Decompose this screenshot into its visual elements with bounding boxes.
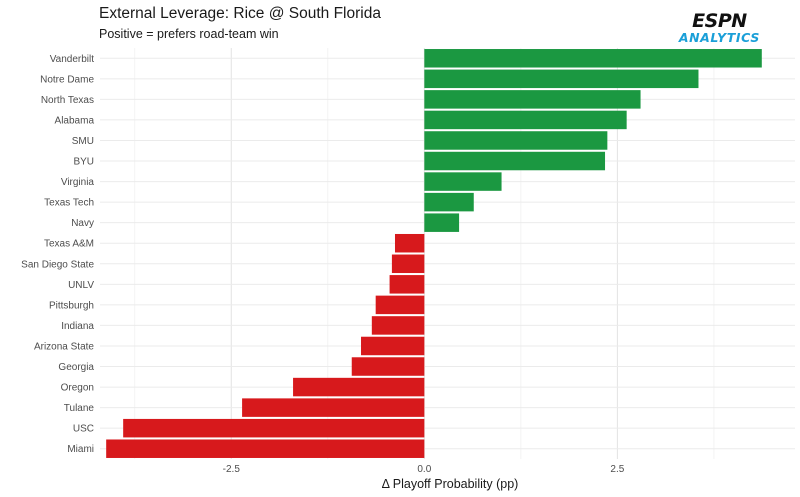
bar-north-texas bbox=[424, 90, 641, 109]
bar-san-diego-state bbox=[391, 254, 425, 274]
chart-subtitle: Positive = prefers road-team win bbox=[99, 27, 279, 41]
y-tick-label: Virginia bbox=[61, 177, 95, 188]
x-tick-label: 2.5 bbox=[610, 464, 624, 475]
y-tick-label: Pittsburgh bbox=[49, 300, 94, 311]
x-tick-label: 0.0 bbox=[417, 464, 431, 475]
logo-brand: ESPN bbox=[692, 10, 747, 32]
y-tick-label: Tulane bbox=[64, 403, 95, 414]
y-tick-label: Georgia bbox=[58, 362, 94, 373]
bar-arizona-state bbox=[361, 336, 425, 356]
x-tick-label: -2.5 bbox=[223, 464, 241, 475]
bar-byu bbox=[424, 151, 606, 171]
y-tick-label: Arizona State bbox=[34, 341, 94, 352]
bar-vanderbilt bbox=[424, 49, 762, 68]
bar-miami bbox=[106, 439, 425, 458]
chart-title: External Leverage: Rice @ South Florida bbox=[99, 5, 381, 22]
bar-usc bbox=[123, 418, 425, 438]
bar-texas-tech bbox=[424, 192, 474, 212]
bar-smu bbox=[424, 131, 608, 150]
x-axis-label: Δ Playoff Probability (pp) bbox=[381, 477, 519, 491]
y-tick-label: Miami bbox=[67, 444, 94, 455]
bar-tulane bbox=[242, 398, 425, 417]
y-tick-label: Indiana bbox=[61, 321, 94, 332]
bar-alabama bbox=[424, 110, 627, 130]
y-tick-label: UNLV bbox=[68, 280, 94, 291]
y-tick-label: Texas Tech bbox=[44, 198, 94, 209]
bar-notre-dame bbox=[424, 69, 699, 89]
y-tick-label: Navy bbox=[71, 218, 94, 229]
bar-texas-a-m bbox=[394, 233, 425, 253]
bar-pittsburgh bbox=[375, 295, 425, 315]
bar-georgia bbox=[351, 357, 425, 376]
y-tick-label: Vanderbilt bbox=[50, 54, 95, 65]
y-tick-label: San Diego State bbox=[21, 259, 94, 270]
y-tick-label: Notre Dame bbox=[40, 74, 94, 85]
bar-indiana bbox=[371, 316, 425, 335]
bar-unlv bbox=[389, 275, 425, 294]
y-tick-label: BYU bbox=[73, 157, 94, 168]
y-tick-label: Oregon bbox=[61, 383, 94, 394]
bar-navy bbox=[424, 213, 460, 232]
y-tick-label: USC bbox=[73, 424, 94, 435]
y-tick-label: Texas A&M bbox=[44, 239, 94, 250]
bar-virginia bbox=[424, 172, 502, 191]
y-tick-label: SMU bbox=[72, 136, 94, 147]
logo-product: ANALYTICS bbox=[678, 30, 760, 45]
y-tick-label: North Texas bbox=[41, 95, 94, 106]
bar-oregon bbox=[293, 377, 425, 397]
y-tick-label: Alabama bbox=[55, 115, 95, 126]
espn-analytics-logo: ESPN ANALYTICS bbox=[679, 12, 760, 45]
